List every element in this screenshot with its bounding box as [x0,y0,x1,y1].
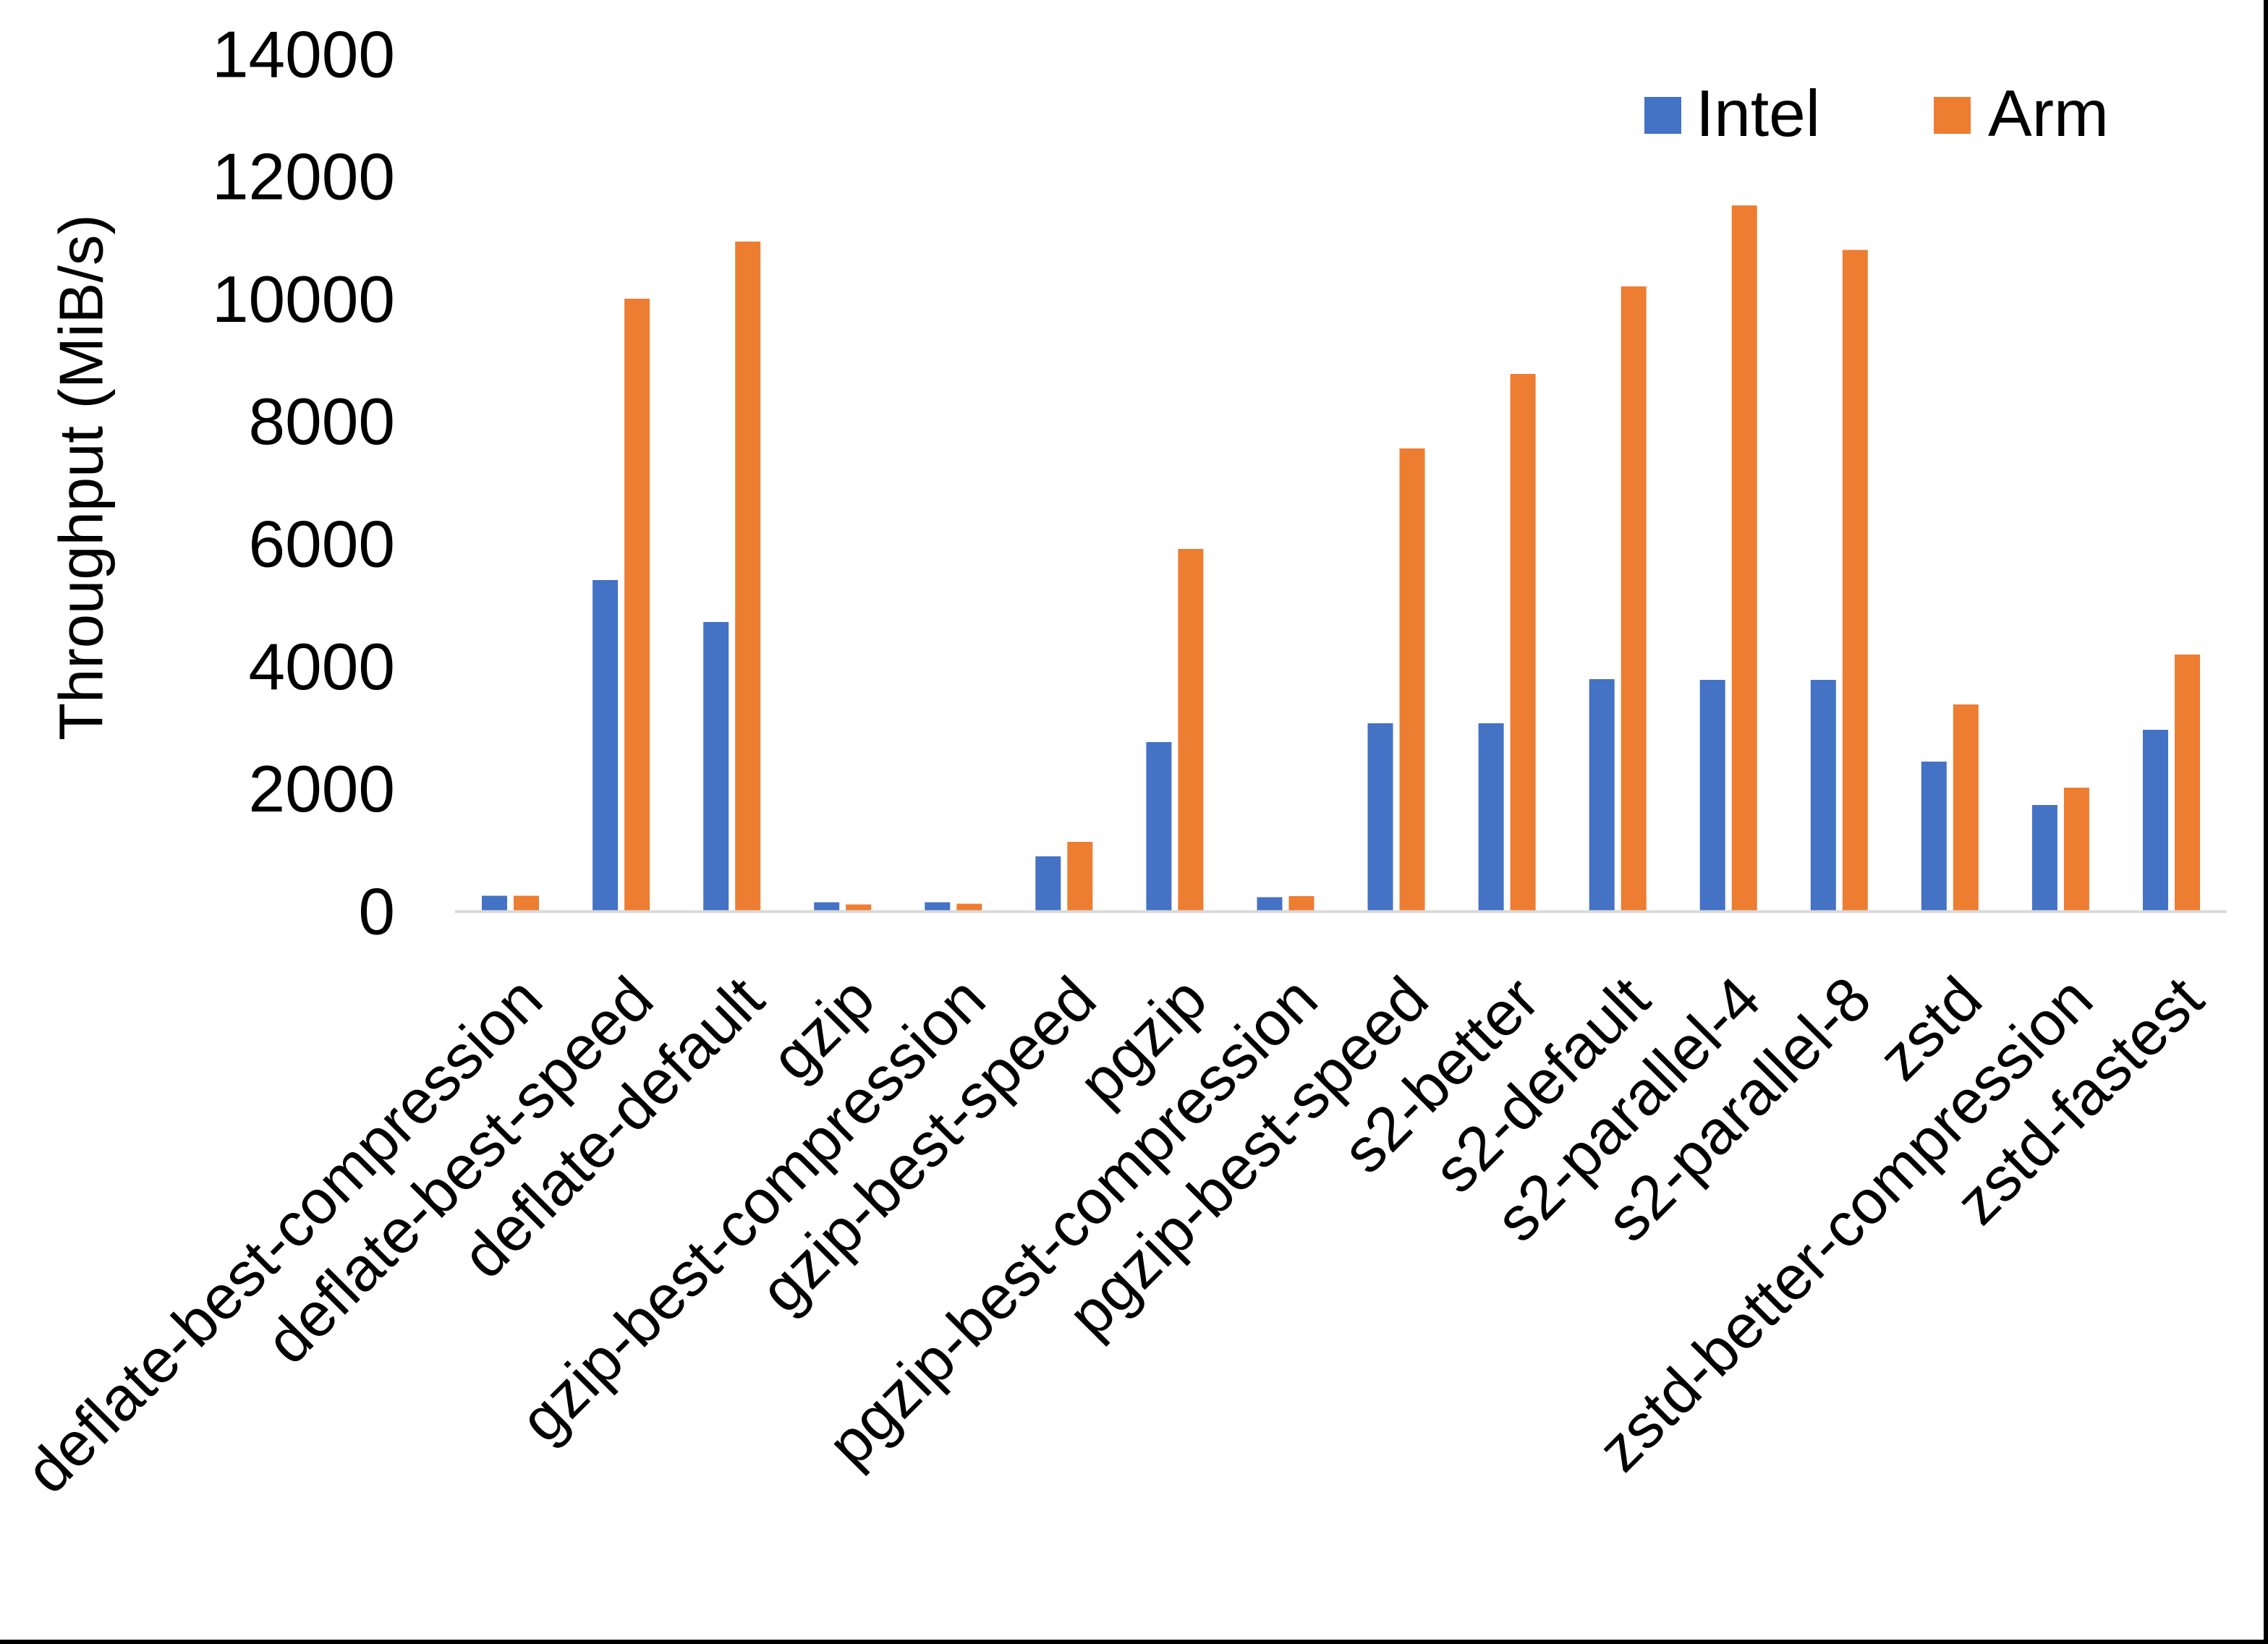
svg-text:Arm: Arm [1988,77,2109,150]
svg-text:14000: 14000 [212,18,395,91]
svg-text:Throughput (MiB/s): Throughput (MiB/s) [48,214,116,740]
svg-text:2000: 2000 [249,753,395,826]
svg-text:6000: 6000 [249,508,395,582]
svg-text:12000: 12000 [212,141,395,214]
svg-text:Intel: Intel [1696,77,1820,150]
svg-text:0: 0 [358,876,395,949]
svg-text:10000: 10000 [212,263,395,336]
svg-text:8000: 8000 [249,386,395,459]
svg-text:4000: 4000 [249,631,395,704]
